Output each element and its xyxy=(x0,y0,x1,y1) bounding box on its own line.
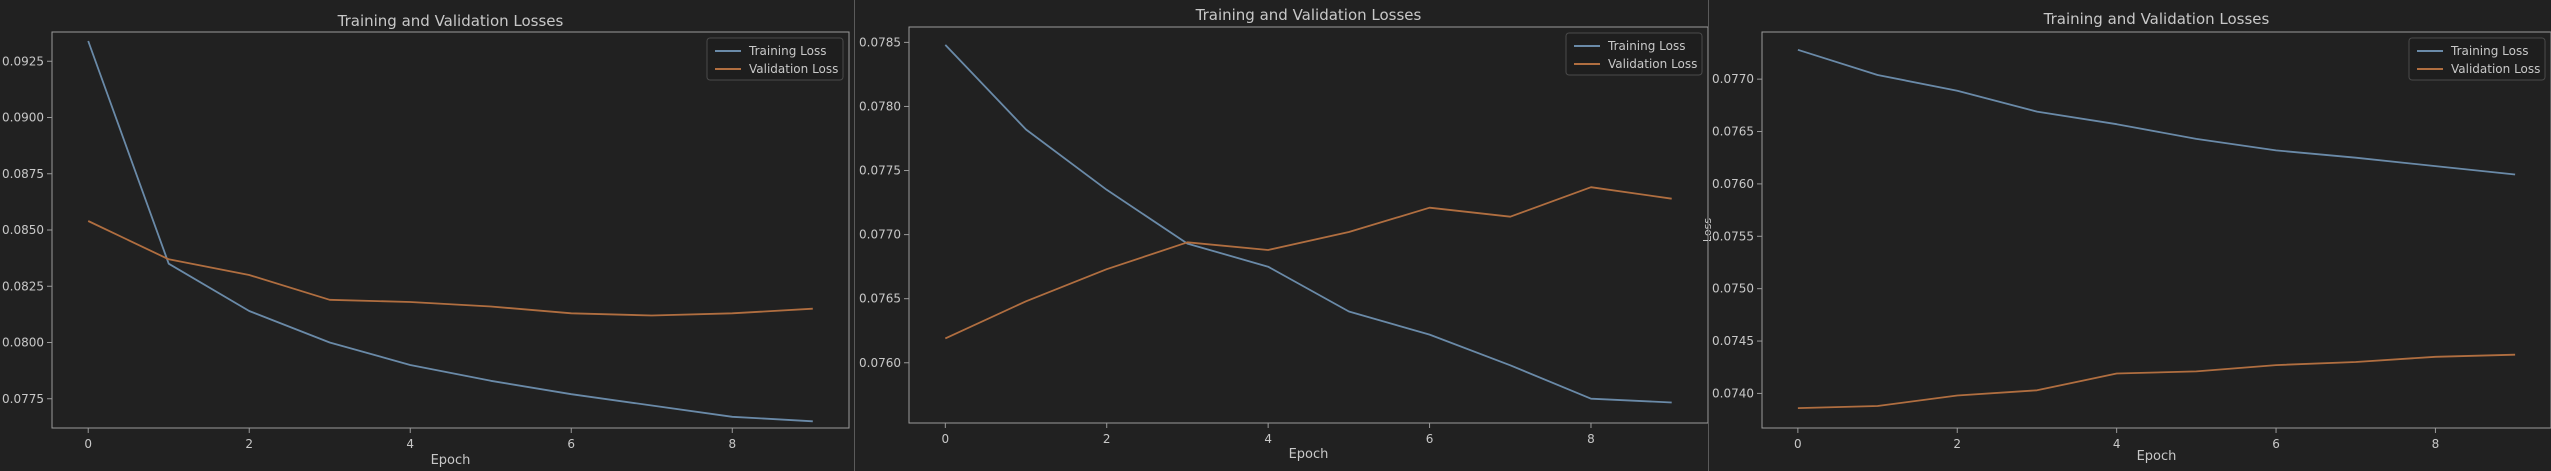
y-tick-label: 0.0770 xyxy=(1712,72,1754,86)
x-tick-label: 8 xyxy=(1587,432,1595,446)
x-tick-label: 2 xyxy=(1103,432,1111,446)
panel-divider xyxy=(1708,0,1709,471)
x-tick-label: 4 xyxy=(406,437,414,451)
chart-panel-1: Training and Validation Losses 0 2 4 6 8 Epoch… xyxy=(2,12,850,468)
legend: Training Loss Validation Loss xyxy=(706,37,844,81)
y-tick-label: 0.0780 xyxy=(859,99,901,113)
x-tick-label: 0 xyxy=(84,437,92,451)
x-tick-label: 6 xyxy=(1426,432,1434,446)
y-tick-label: 0.0875 xyxy=(2,167,44,181)
y-tick-label: 0.0760 xyxy=(1712,177,1754,191)
series-line-training xyxy=(944,44,1672,404)
series-line-training xyxy=(87,40,813,423)
chart-title: Training and Validation Losses xyxy=(2043,10,2270,28)
x-tick-label: 4 xyxy=(1264,432,1272,446)
chart-title: Training and Validation Losses xyxy=(1195,6,1422,24)
y-tick-label: 0.0760 xyxy=(859,356,901,370)
legend-label: Validation Loss xyxy=(749,62,838,76)
y-tick-label: 0.0785 xyxy=(859,35,901,49)
y-tick-label: 0.0765 xyxy=(859,292,901,306)
y-tick-label: 0.0825 xyxy=(2,279,44,293)
chart-title: Training and Validation Losses xyxy=(337,12,564,30)
series-line-validation xyxy=(87,220,813,317)
y-tick-label: 0.0925 xyxy=(2,54,44,68)
legend-label: Validation Loss xyxy=(1608,57,1697,71)
legend-label: Training Loss xyxy=(2450,44,2528,58)
y-tick-label: 0.0800 xyxy=(2,336,44,350)
x-tick-label: 0 xyxy=(1794,437,1802,451)
x-tick-label: 8 xyxy=(2432,437,2440,451)
y-tick-label: 0.0775 xyxy=(859,164,901,178)
y-tick-label: 0.0755 xyxy=(1712,229,1754,243)
y-tick-label: 0.0740 xyxy=(1712,386,1754,400)
chart-panel-3: Training and Validation Losses 0 2 4 6 8 Epoch… xyxy=(1701,10,2551,464)
x-tick-label: 2 xyxy=(245,437,253,451)
y-tick-label: 0.0745 xyxy=(1712,334,1754,348)
y-tick-label: 0.0775 xyxy=(2,392,44,406)
legend-label: Training Loss xyxy=(1607,39,1685,53)
x-axis-label: Epoch xyxy=(2137,449,2177,464)
x-tick-label: 2 xyxy=(1953,437,1961,451)
legend: Training Loss Validation Loss xyxy=(1565,32,1703,76)
x-axis-label: Epoch xyxy=(431,453,471,468)
y-tick-label: 0.0850 xyxy=(2,223,44,237)
x-tick-label: 8 xyxy=(728,437,736,451)
y-tick-label: 0.0750 xyxy=(1712,282,1754,296)
legend-label: Training Loss xyxy=(748,44,826,58)
series-line-training xyxy=(1797,48,2516,176)
x-tick-label: 0 xyxy=(941,432,949,446)
y-tick-label: 0.0900 xyxy=(2,111,44,125)
legend-label: Validation Loss xyxy=(2451,62,2540,76)
legend: Training Loss Validation Loss xyxy=(2408,37,2546,81)
x-tick-label: 6 xyxy=(567,437,575,451)
x-tick-label: 6 xyxy=(2272,437,2280,451)
plot-frame xyxy=(1761,31,2551,429)
panel-divider xyxy=(854,0,855,471)
y-tick-label: 0.0770 xyxy=(859,228,901,242)
x-axis-label: Epoch xyxy=(1289,447,1329,462)
x-tick-label: 4 xyxy=(2113,437,2121,451)
y-tick-label: 0.0765 xyxy=(1712,125,1754,139)
series-line-validation xyxy=(944,186,1672,340)
y-axis-label: Loss xyxy=(1701,218,1714,242)
series-line-validation xyxy=(1797,353,2516,409)
